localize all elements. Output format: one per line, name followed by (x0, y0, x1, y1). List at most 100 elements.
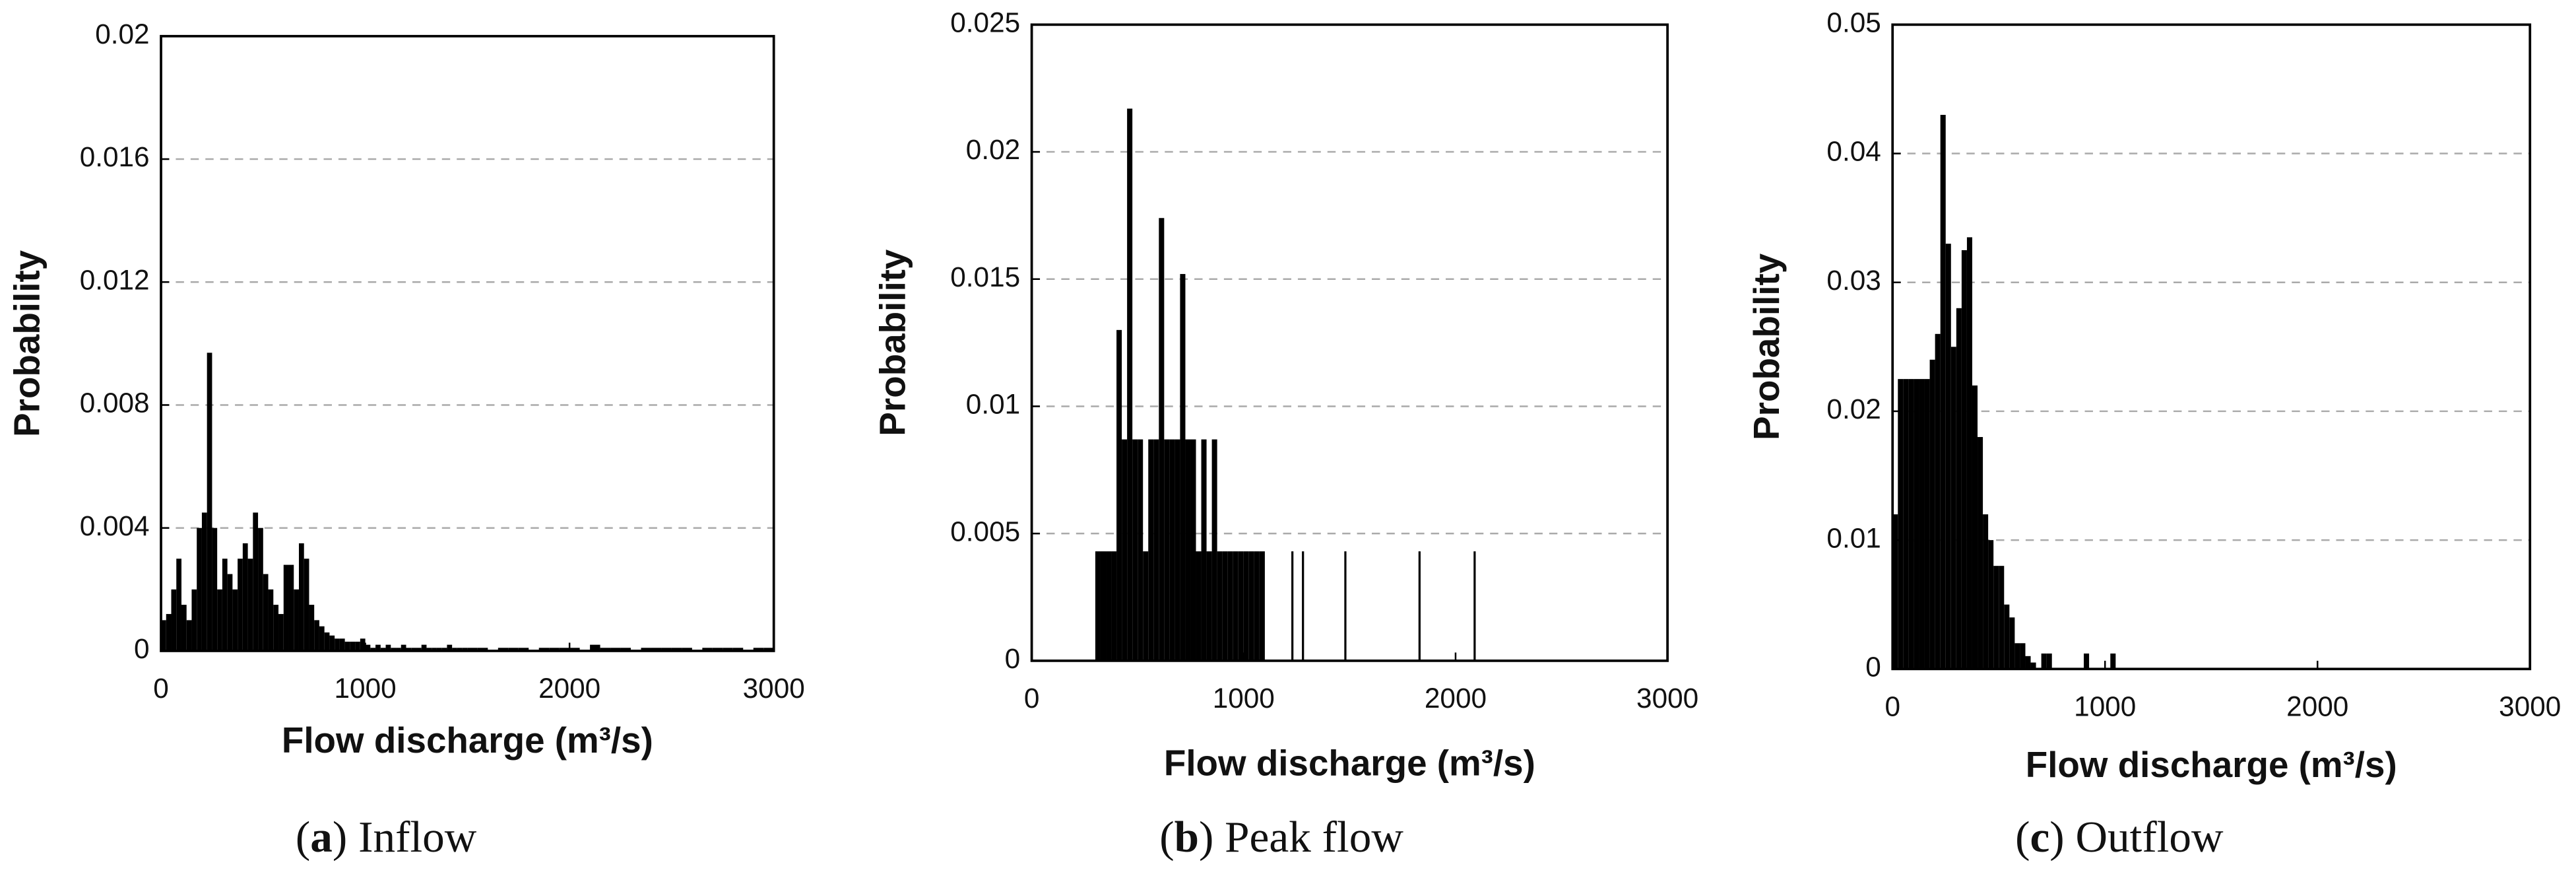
bar (1185, 439, 1191, 661)
bar (1238, 551, 1244, 661)
bar (339, 638, 345, 651)
bar (1988, 540, 1994, 669)
bar (1259, 551, 1265, 661)
caption-part: ) Inflow (333, 812, 477, 862)
bar (2020, 643, 2026, 669)
bar (1972, 385, 1978, 669)
bar (1961, 250, 1967, 669)
bar (335, 638, 340, 651)
bar (401, 644, 406, 651)
caption-part: ) Peak flow (1199, 812, 1403, 862)
bar (1122, 439, 1128, 661)
bar (1132, 439, 1138, 661)
y-tick-label: 0.02 (95, 18, 149, 50)
bar (197, 527, 202, 651)
bar (283, 564, 289, 651)
bar (207, 353, 212, 651)
bar (1919, 379, 1925, 669)
bar (288, 564, 294, 651)
bar (1196, 551, 1202, 661)
plot-frame (1030, 23, 1669, 662)
bar (2025, 656, 2031, 669)
y-tick-label: 0.016 (80, 141, 150, 172)
bar (217, 589, 222, 651)
bar (1243, 551, 1249, 661)
bar (671, 648, 682, 651)
bar (1206, 551, 1212, 661)
bar (447, 644, 453, 651)
x-tick-label: 3000 (1636, 683, 1698, 714)
bar (1227, 551, 1233, 661)
bar (518, 648, 529, 651)
y-tick-label: 0.02 (966, 134, 1020, 165)
x-tick-label: 2000 (1425, 683, 1487, 714)
bar (1302, 551, 1304, 661)
bar (1983, 514, 1989, 669)
bar (723, 648, 733, 651)
bar (212, 527, 218, 651)
bar (1248, 551, 1254, 661)
bar (1159, 218, 1165, 661)
y-tick-label: 0.004 (80, 510, 150, 541)
bar (1143, 551, 1149, 661)
bar (1344, 551, 1347, 661)
bar (365, 644, 371, 651)
bar (263, 574, 269, 651)
bar (391, 648, 397, 651)
bar (1473, 551, 1476, 661)
bar (549, 648, 560, 651)
bar (304, 559, 309, 651)
bar (1201, 439, 1207, 661)
bar (253, 512, 259, 651)
bar (1095, 551, 1101, 661)
bar (1116, 329, 1122, 661)
bar (1211, 439, 1217, 661)
bar (569, 648, 580, 651)
bar (1127, 108, 1133, 661)
bar (1929, 359, 1935, 669)
bar (620, 648, 631, 651)
bar (1254, 551, 1260, 661)
bar (1190, 439, 1196, 661)
bar (508, 648, 519, 651)
x-tick-label: 1000 (1213, 683, 1275, 714)
bar (171, 589, 177, 651)
caption-part: a (310, 812, 333, 862)
bar (477, 648, 488, 651)
bar (161, 620, 166, 651)
y-tick-label: 0.03 (1826, 265, 1881, 296)
bar (319, 626, 325, 651)
bar (1908, 379, 1914, 669)
bar (441, 648, 447, 651)
bar (610, 648, 621, 651)
bar (314, 620, 319, 651)
bar (1903, 379, 1909, 669)
bar (2004, 604, 2010, 669)
bar (1999, 566, 2005, 669)
bar (702, 648, 713, 651)
bar (457, 648, 463, 651)
bar (2041, 653, 2047, 669)
bar (181, 605, 187, 651)
bar (661, 648, 672, 651)
bar (1138, 439, 1143, 661)
bar (462, 648, 468, 651)
y-tick-label: 0.04 (1826, 136, 1881, 167)
bar (396, 648, 401, 651)
bar (268, 589, 274, 651)
bar (258, 527, 263, 651)
bar (1978, 436, 1983, 669)
bar (1217, 551, 1223, 661)
bar (232, 589, 238, 651)
x-tick-label: 3000 (743, 673, 805, 704)
bar (1956, 308, 1962, 669)
bar (1966, 237, 1972, 669)
bar (1945, 244, 1951, 669)
bar (498, 648, 509, 651)
y-tick-label: 0.005 (950, 516, 1020, 547)
bar (1153, 439, 1159, 661)
y-tick-label: 0.05 (1826, 7, 1881, 38)
bar (2030, 662, 2036, 669)
bar (452, 648, 457, 651)
